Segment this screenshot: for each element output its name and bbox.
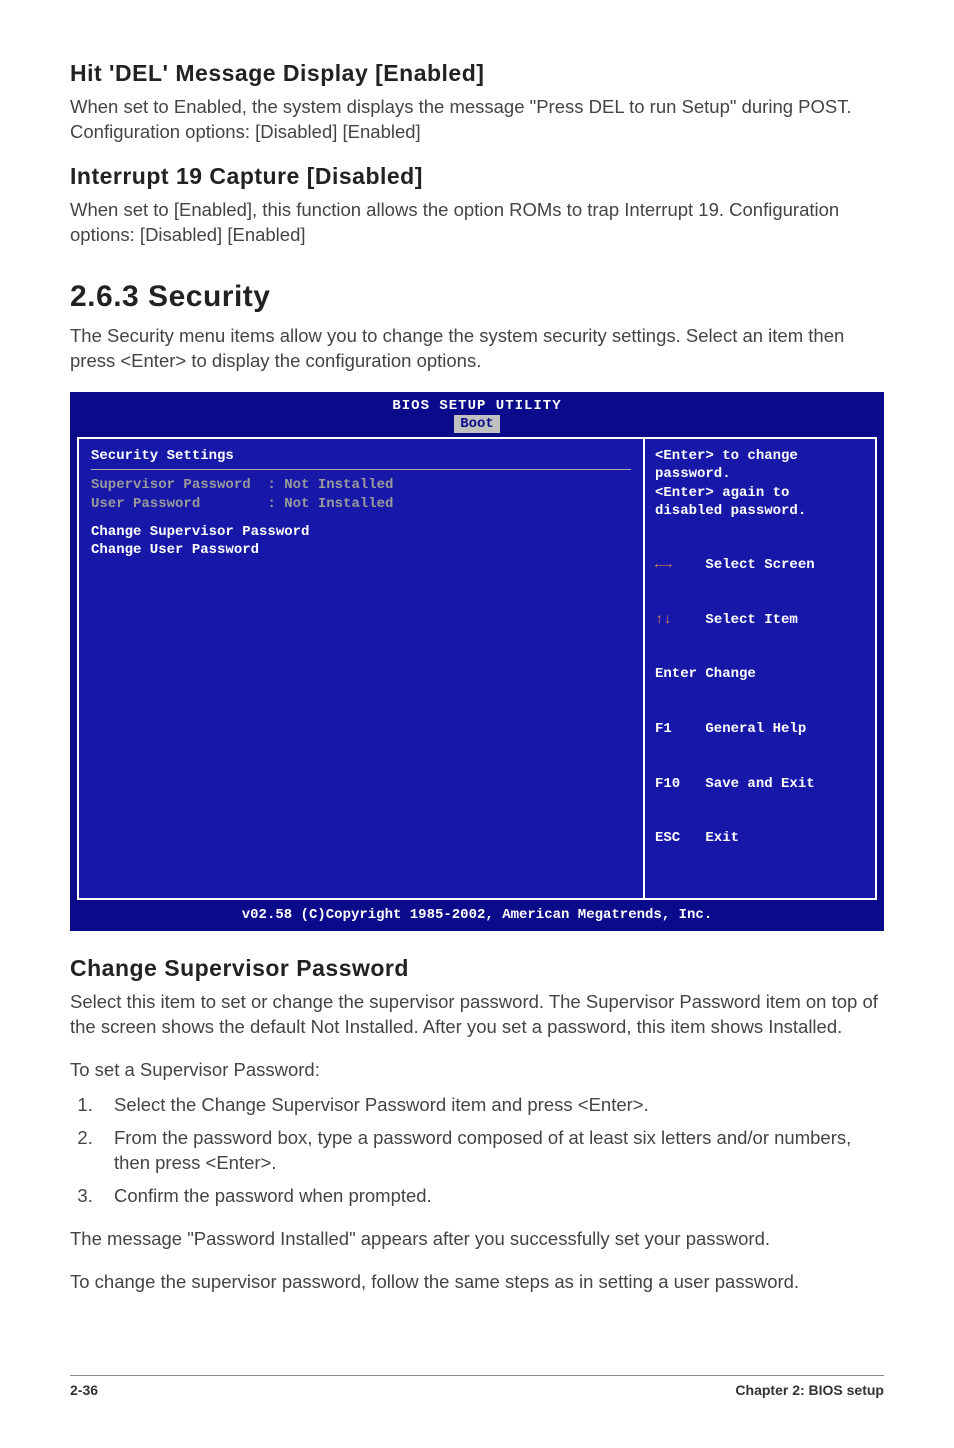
heading-security: 2.6.3 Security bbox=[70, 280, 884, 314]
page-number: 2-36 bbox=[70, 1382, 98, 1398]
arrows-ud-icon: ↑↓ bbox=[655, 612, 672, 628]
spacer bbox=[91, 513, 631, 523]
heading-interrupt19: Interrupt 19 Capture [Disabled] bbox=[70, 163, 884, 190]
bios-title: BIOS SETUP UTILITY bbox=[71, 393, 883, 415]
bios-right-pane: <Enter> to change password. <Enter> agai… bbox=[645, 439, 875, 898]
bios-help-l2: password. bbox=[655, 465, 865, 483]
bios-screenshot: BIOS SETUP UTILITY Boot Security Setting… bbox=[70, 392, 884, 931]
bios-help-top: <Enter> to change password. <Enter> agai… bbox=[655, 447, 865, 520]
step-2: From the password box, type a password c… bbox=[98, 1126, 884, 1176]
bios-section-title: Security Settings bbox=[91, 447, 631, 470]
bios-row-user-pwd: User Password : Not Installed bbox=[91, 495, 631, 513]
step-3: Confirm the password when prompted. bbox=[98, 1184, 884, 1209]
bios-help-l4: disabled password. bbox=[655, 502, 865, 520]
chapter-label: Chapter 2: BIOS setup bbox=[735, 1382, 884, 1398]
step-1: Select the Change Supervisor Password it… bbox=[98, 1093, 884, 1118]
bios-help-l3: <Enter> again to bbox=[655, 484, 865, 502]
bios-tabbar: Boot bbox=[71, 415, 883, 437]
bios-left-pane: Security Settings Supervisor Password : … bbox=[79, 439, 645, 898]
body-csp-p4: To change the supervisor password, follo… bbox=[70, 1270, 884, 1295]
body-security: The Security menu items allow you to cha… bbox=[70, 324, 884, 374]
bios-row-sup-pwd: Supervisor Password : Not Installed bbox=[91, 476, 631, 494]
body-csp-p1: Select this item to set or change the su… bbox=[70, 990, 884, 1040]
bios-footer: v02.58 (C)Copyright 1985-2002, American … bbox=[71, 904, 883, 930]
steps-list: Select the Change Supervisor Password it… bbox=[70, 1093, 884, 1209]
bios-tab-boot: Boot bbox=[454, 415, 500, 433]
bios-nav-l1: ←→ Select Screen bbox=[655, 556, 865, 574]
bios-help-bottom: ←→ Select Screen ↑↓ Select Item Enter Ch… bbox=[655, 520, 865, 884]
body-csp-p3: The message "Password Installed" appears… bbox=[70, 1227, 884, 1252]
bios-help-l1: <Enter> to change bbox=[655, 447, 865, 465]
body-hit-del: When set to Enabled, the system displays… bbox=[70, 95, 884, 145]
bios-row-change-user: Change User Password bbox=[91, 541, 631, 559]
bios-body: Security Settings Supervisor Password : … bbox=[77, 437, 877, 900]
bios-nav-l5: F10 Save and Exit bbox=[655, 775, 865, 793]
bios-nav-l2: ↑↓ Select Item bbox=[655, 611, 865, 629]
heading-hit-del: Hit 'DEL' Message Display [Enabled] bbox=[70, 60, 884, 87]
page-footer: 2-36 Chapter 2: BIOS setup bbox=[70, 1375, 884, 1398]
heading-change-sup-pwd: Change Supervisor Password bbox=[70, 955, 884, 982]
label-select-screen: Select Screen bbox=[705, 557, 814, 573]
arrows-lr-icon: ←→ bbox=[655, 557, 672, 573]
bios-nav-l6: ESC Exit bbox=[655, 829, 865, 847]
bios-nav-l4: F1 General Help bbox=[655, 720, 865, 738]
bios-nav-l3: Enter Change bbox=[655, 665, 865, 683]
label-select-item: Select Item bbox=[705, 612, 797, 628]
body-interrupt19: When set to [Enabled], this function all… bbox=[70, 198, 884, 248]
body-csp-p2: To set a Supervisor Password: bbox=[70, 1058, 884, 1083]
bios-row-change-sup: Change Supervisor Password bbox=[91, 523, 631, 541]
